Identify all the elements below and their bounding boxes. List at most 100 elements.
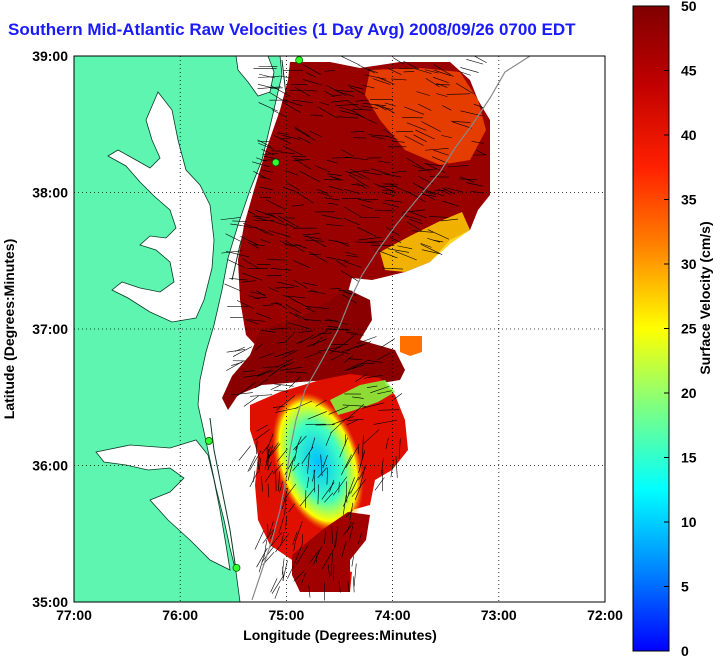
velocity-vector: [340, 454, 352, 476]
velocity-vector: [327, 325, 340, 328]
velocity-vector: [421, 249, 440, 255]
velocity-vector: [324, 530, 326, 544]
velocity-vector: [335, 103, 359, 106]
velocity-vector: [374, 209, 395, 212]
velocity-vector: [258, 352, 274, 359]
velocity-vector: [410, 211, 427, 219]
velocity-vector: [253, 244, 265, 246]
velocity-vector: [256, 424, 269, 432]
velocity-vector: [250, 394, 273, 397]
velocity-vector: [251, 161, 270, 168]
velocity-vector: [359, 452, 365, 466]
colorbar-tick-label: 40: [681, 127, 697, 143]
velocity-vector: [336, 90, 354, 97]
velocity-vector: [362, 102, 386, 106]
velocity-vector: [367, 360, 383, 363]
velocity-vector: [294, 159, 312, 170]
velocity-vector: [305, 307, 316, 313]
velocity-vector: [365, 74, 387, 80]
velocity-vector: [391, 78, 407, 81]
velocity-vector: [425, 148, 449, 151]
velocity-vector: [335, 240, 350, 247]
velocity-vector: [241, 280, 257, 283]
plot-frame: [73, 55, 606, 603]
velocity-vector: [265, 212, 284, 215]
x-tick-label: 77:00: [56, 607, 92, 623]
velocity-vector: [220, 217, 241, 221]
velocity-vector: [295, 521, 303, 542]
velocity-vector: [299, 335, 314, 344]
velocity-vector: [282, 566, 284, 581]
velocity-vector: [357, 226, 377, 237]
velocity-vector: [284, 240, 305, 253]
velocity-vector: [351, 359, 369, 370]
velocity-vector: [247, 455, 256, 472]
velocity-vector: [330, 353, 344, 361]
y-tick-labels: 39:00 38:00 37:00 36:00 35:00: [32, 48, 68, 610]
velocity-vector: [352, 396, 364, 399]
velocity-vector: [382, 202, 399, 208]
velocity-vector: [280, 531, 285, 546]
velocity-vector: [283, 361, 295, 368]
y-axis-label: Latitude (Degrees:Minutes): [1, 239, 17, 419]
velocity-vector: [317, 484, 319, 505]
velocity-patch-orange-ne: [365, 68, 486, 165]
velocity-vector: [286, 182, 300, 191]
velocity-vector: [321, 548, 335, 570]
velocity-vector: [355, 99, 369, 102]
velocity-vector: [329, 345, 340, 354]
velocity-vector: [341, 541, 347, 558]
velocity-vector: [377, 76, 395, 85]
velocity-vector: [258, 76, 280, 78]
velocity-vector: [356, 341, 372, 349]
velocity-vector: [256, 370, 274, 377]
velocity-vector: [231, 362, 243, 366]
velocity-vector: [287, 564, 295, 579]
velocity-vector: [343, 188, 361, 195]
velocity-vector: [334, 89, 355, 93]
velocity-vector: [387, 68, 402, 75]
velocity-vector: [282, 102, 302, 114]
velocity-vector: [305, 305, 330, 310]
velocity-vector: [295, 191, 314, 204]
velocity-vector: [338, 580, 341, 593]
velocity-vector: [260, 228, 274, 237]
velocity-vector: [225, 233, 242, 242]
velocity-vector: [364, 374, 383, 379]
velocity-vector: [411, 164, 431, 172]
velocity-vector: [426, 163, 446, 174]
velocity-vector: [370, 385, 390, 394]
velocity-vector: [281, 134, 301, 140]
velocity-vector: [312, 469, 316, 482]
velocity-vector: [259, 186, 273, 191]
velocity-vector: [248, 210, 265, 221]
velocity-vector: [327, 173, 342, 176]
velocity-vector: [406, 191, 426, 203]
velocity-vector: [279, 366, 303, 371]
velocity-vector: [356, 336, 377, 344]
velocity-vector: [441, 187, 455, 195]
velocity-vector: [293, 279, 308, 289]
velocity-vector: [357, 531, 363, 545]
velocity-vector: [333, 537, 337, 549]
velocity-patch-dark-south: [292, 512, 370, 592]
velocity-vector: [328, 406, 349, 415]
colorbar-tick-label: 10: [681, 514, 697, 530]
velocity-vector: [276, 448, 288, 462]
velocity-vector: [331, 526, 333, 544]
velocity-vector: [411, 230, 434, 233]
velocity-vector: [252, 215, 271, 218]
x-tick-label: 72:00: [587, 607, 623, 623]
velocity-vector: [471, 141, 485, 144]
velocity-vector: [267, 212, 284, 223]
velocity-vector: [378, 160, 390, 164]
velocity-vector: [324, 69, 335, 72]
velocity-vector: [349, 502, 354, 521]
velocity-vector: [357, 198, 372, 203]
velocity-vector: [266, 275, 282, 277]
velocity-vector: [349, 86, 365, 95]
velocity-vector: [249, 471, 258, 488]
velocity-vector: [371, 168, 391, 175]
velocity-vector: [298, 330, 313, 333]
